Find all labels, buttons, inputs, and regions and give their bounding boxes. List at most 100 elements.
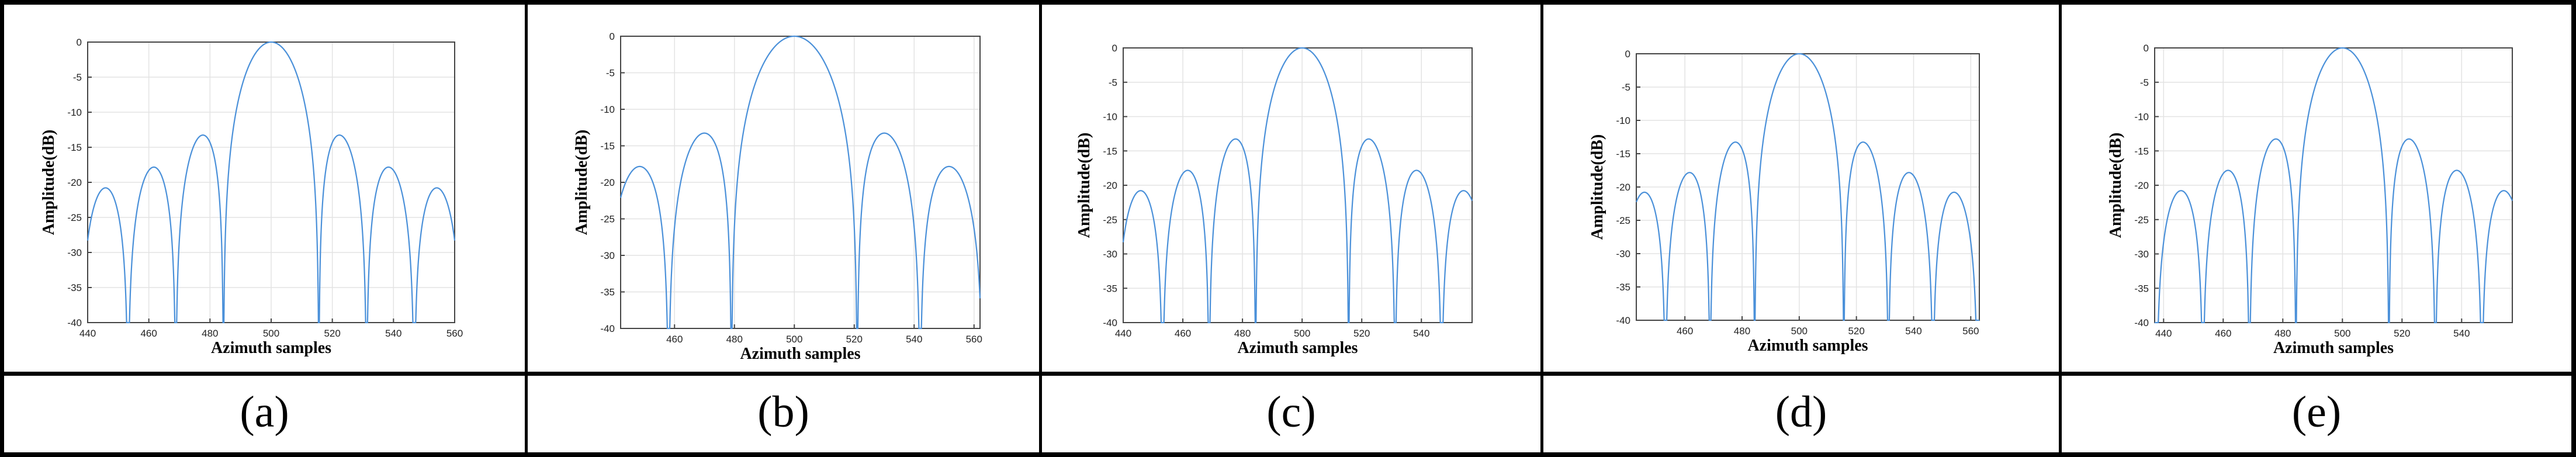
- x-tick-label: 480: [726, 334, 743, 345]
- x-tick-label: 460: [2215, 328, 2231, 339]
- y-tick-label: -10: [67, 107, 82, 118]
- x-tick-label: 460: [140, 328, 157, 339]
- y-tick-label: -15: [600, 141, 615, 152]
- y-tick-label: -30: [2134, 249, 2149, 260]
- y-tick-label: -35: [67, 282, 82, 293]
- y-tick-label: -25: [1103, 214, 1117, 226]
- table-bottom-border: [0, 452, 2576, 457]
- y-tick-label: 0: [1625, 49, 1630, 60]
- x-tick-label: 560: [446, 328, 463, 339]
- x-tick-label: 480: [2274, 328, 2291, 339]
- x-tick-label: 480: [202, 328, 218, 339]
- x-axis-label: Azimuth samples: [211, 339, 331, 357]
- y-tick-label: 0: [77, 37, 82, 48]
- x-tick-label: 500: [786, 334, 802, 345]
- table-divider: [1039, 0, 1042, 457]
- chart-panel-a: 440 460 480 500 520 540 560 0 -5 -10 -15 -20 -25 -30 -…: [40, 37, 463, 357]
- y-tick-label: -35: [1103, 283, 1117, 294]
- x-tick-label: 540: [1905, 326, 1921, 337]
- chart-panel-b: 460 480 500 520 540 560 0 -5 -10 -15 -20 -25 -30 -35 -…: [573, 31, 982, 363]
- y-tick-label: -10: [1103, 112, 1117, 123]
- series-line: [86, 41, 456, 324]
- table-right-border: [2571, 0, 2576, 457]
- table-left-border: [0, 0, 4, 457]
- y-tick-label: -35: [2134, 283, 2149, 294]
- caption-e: (e): [2291, 387, 2342, 437]
- y-tick-label: -15: [1616, 148, 1630, 160]
- x-tick-label: 560: [1962, 326, 1979, 337]
- y-tick-label: -20: [67, 177, 82, 188]
- y-tick-label: -25: [600, 214, 615, 225]
- y-tick-label: -15: [67, 142, 82, 153]
- x-tick-label: 460: [1175, 328, 1191, 339]
- caption-c: (c): [1266, 387, 1316, 437]
- x-tick-label: 520: [1848, 326, 1864, 337]
- y-tick-label: -5: [1109, 77, 1117, 88]
- y-tick-label: -40: [67, 317, 82, 328]
- table-divider: [525, 0, 528, 457]
- x-axis-label: Azimuth samples: [1237, 339, 1358, 357]
- chart-panel-c: 440 460 480 500 520 540 0 -5 -10 -15 -20 -25 -30 -35 -…: [1075, 43, 1473, 357]
- x-axis-label: Azimuth samples: [740, 345, 860, 363]
- x-tick-label: 440: [79, 328, 96, 339]
- chart-panel-e: 440 460 480 500 520 540 0 -5 -10 -15 -20 -25 -30 -35 -…: [2107, 43, 2513, 357]
- caption-d: (d): [1775, 387, 1827, 437]
- y-tick-label: -20: [600, 177, 615, 188]
- caption-a: (a): [240, 387, 289, 437]
- x-tick-label: 440: [1115, 328, 1131, 339]
- y-tick-label: -10: [1616, 115, 1630, 126]
- y-tick-label: -40: [1103, 317, 1117, 328]
- x-tick-label: 500: [263, 328, 279, 339]
- caption-b: (b): [757, 387, 809, 437]
- y-tick-label: -5: [1622, 82, 1630, 93]
- x-tick-label: 520: [846, 334, 863, 345]
- x-tick-label: 520: [1353, 328, 1370, 339]
- y-axis-label: Amplitude(dB): [1075, 133, 1093, 238]
- y-tick-label: -10: [2134, 112, 2149, 123]
- y-tick-label: -25: [1616, 215, 1630, 226]
- y-tick-label: 0: [610, 31, 615, 42]
- x-tick-label: 500: [2334, 328, 2350, 339]
- x-tick-label: 520: [2394, 328, 2410, 339]
- table-divider: [1540, 0, 1543, 457]
- series-line: [1635, 53, 1980, 321]
- y-tick-label: -20: [1103, 180, 1117, 191]
- x-tick-label: 460: [1677, 326, 1693, 337]
- y-tick-label: 0: [2144, 43, 2149, 54]
- x-axis-label: Azimuth samples: [2273, 339, 2394, 357]
- x-tick-label: 440: [2155, 328, 2172, 339]
- x-tick-label: 540: [2453, 328, 2470, 339]
- x-tick-label: 480: [1734, 326, 1750, 337]
- x-tick-label: 560: [966, 334, 982, 345]
- y-tick-label: -5: [606, 68, 615, 79]
- x-axis-label: Azimuth samples: [1747, 337, 1868, 355]
- table-divider: [2059, 0, 2062, 457]
- table-top-border: [0, 0, 2576, 5]
- y-tick-label: -20: [1616, 182, 1630, 193]
- y-tick-label: -20: [2134, 180, 2149, 191]
- y-tick-label: 0: [1112, 43, 1117, 54]
- y-tick-label: -30: [1616, 248, 1630, 259]
- y-tick-label: -30: [1103, 249, 1117, 260]
- series-line: [1122, 47, 1473, 324]
- series-line: [619, 35, 981, 330]
- y-tick-label: -40: [1616, 315, 1630, 326]
- y-axis-label: Amplitude(dB): [40, 130, 58, 235]
- x-tick-label: 500: [1791, 326, 1808, 337]
- x-tick-label: 540: [1413, 328, 1429, 339]
- series-line: [2154, 47, 2513, 324]
- y-tick-label: -30: [600, 250, 615, 261]
- x-tick-label: 500: [1294, 328, 1310, 339]
- x-tick-label: 480: [1234, 328, 1251, 339]
- y-axis-label: Amplitude(dB): [573, 130, 591, 235]
- x-tick-label: 460: [666, 334, 683, 345]
- y-tick-label: -30: [67, 247, 82, 258]
- x-tick-label: 520: [324, 328, 340, 339]
- y-axis-label: Amplitude(dB): [2107, 133, 2125, 238]
- x-tick-label: 540: [906, 334, 922, 345]
- y-axis-label: Amplitude(dB): [1588, 134, 1606, 240]
- y-tick-label: -5: [2140, 77, 2149, 88]
- y-tick-label: -25: [67, 212, 82, 223]
- y-tick-label: -15: [1103, 146, 1117, 157]
